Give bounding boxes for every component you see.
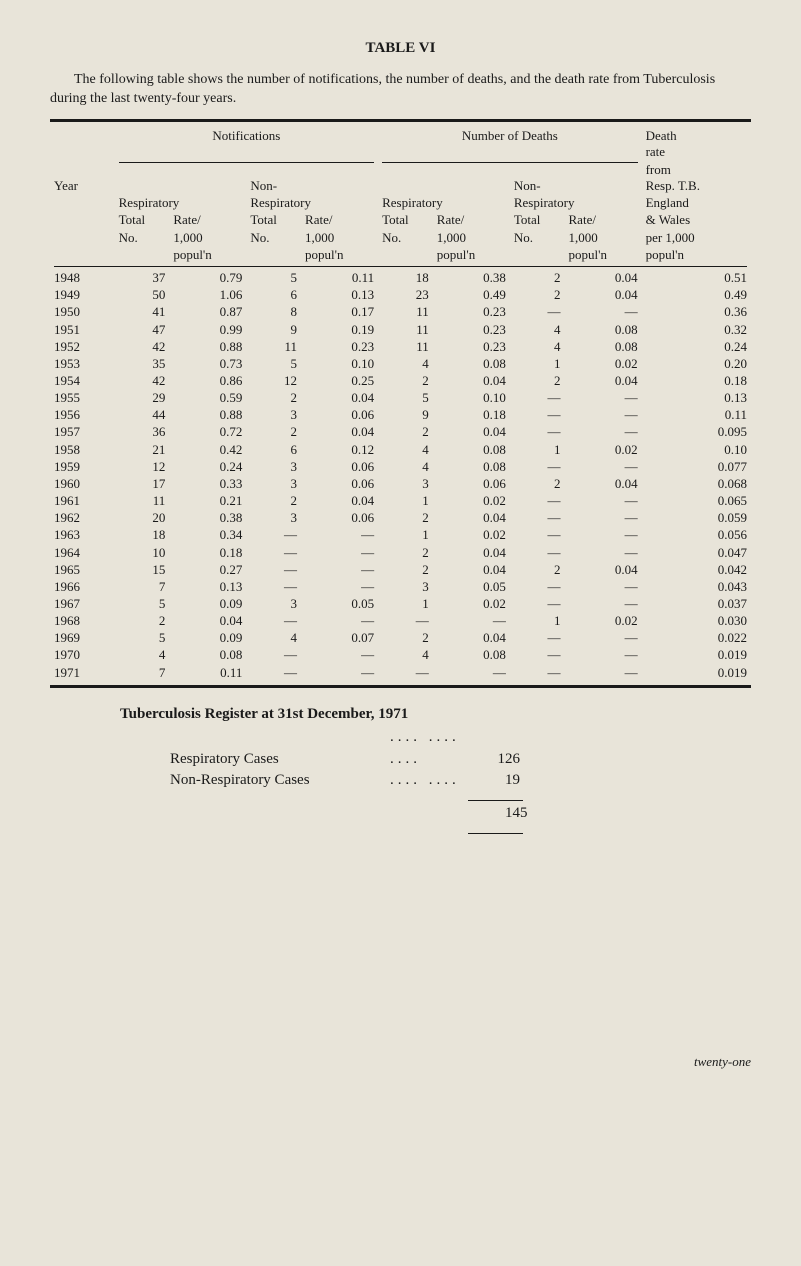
table-row: 1960170.3330.0630.0620.040.068 [50, 475, 751, 492]
hdr-no-4: No. [510, 230, 565, 247]
hdr-pop-3: popul'n [433, 247, 510, 264]
hdr-1000-3: 1,000 [433, 230, 510, 247]
register-total: 145 [478, 803, 528, 825]
hdr-pop-1: popul'n [169, 247, 246, 264]
hdr-total-2: Total [246, 212, 301, 229]
rule-bottom [50, 685, 751, 688]
hdr-resp-1: Respiratory [115, 195, 247, 212]
hdr-pop-2: popul'n [301, 247, 378, 264]
table-row: 1957360.7220.0420.04——0.095 [50, 423, 751, 440]
table-row: 196820.04————10.020.030 [50, 612, 751, 629]
table-row: 1963180.34——10.02——0.056 [50, 526, 751, 543]
table-row: 196750.0930.0510.02——0.037 [50, 595, 751, 612]
data-table: Notifications Number of Deaths Deathrate… [50, 126, 751, 681]
table-row: 1951470.9990.19110.2340.080.32 [50, 321, 751, 338]
hdr-1000-4: 1,000 [565, 230, 642, 247]
intro-text: The following table shows the number of … [50, 71, 751, 109]
table-row: 196950.0940.0720.04——0.022 [50, 629, 751, 646]
table-row: 1962200.3830.0620.04——0.059 [50, 509, 751, 526]
hdr-total-1: Total [115, 212, 170, 229]
hdr-death-rate-7: popul'n [642, 247, 751, 264]
hdr-non-2: Non- [510, 178, 642, 195]
hdr-no-2: No. [246, 230, 301, 247]
hdr-resp-4: Respiratory [510, 195, 642, 212]
table-row: 1949501.0660.13230.4920.040.49 [50, 286, 751, 303]
hdr-resp-3: Respiratory [378, 195, 510, 212]
table-title: TABLE VI [50, 40, 751, 57]
table-row: 1965150.27——20.0420.040.042 [50, 561, 751, 578]
hdr-pop-4: popul'n [565, 247, 642, 264]
hdr-death-rate-5: & Wales [642, 212, 751, 229]
hdr-death-rate-2: from [642, 162, 751, 178]
page-footer: twenty-one [50, 1054, 751, 1070]
table-row: 1953350.7350.1040.0810.020.20 [50, 355, 751, 372]
hdr-rate-1: Rate/ [169, 212, 246, 229]
hdr-no-3: No. [378, 230, 433, 247]
hdr-total-3: Total [378, 212, 433, 229]
hdr-resp-2: Respiratory [246, 195, 378, 212]
table-row: 1956440.8830.0690.18——0.11 [50, 406, 751, 423]
table-row: 1950410.8780.17110.23——0.36 [50, 303, 751, 320]
hdr-death-rate-1: Deathrate [642, 126, 751, 162]
table-row: 1954420.86120.2520.0420.040.18 [50, 372, 751, 389]
hdr-1000-2: 1,000 [301, 230, 378, 247]
hdr-notifications: Notifications [115, 126, 378, 162]
table-row: 1955290.5920.0450.10——0.13 [50, 389, 751, 406]
table-row: 1961110.2120.0410.02——0.065 [50, 492, 751, 509]
table-row: 1964100.18——20.04——0.047 [50, 544, 751, 561]
hdr-death-rate-6: per 1,000 [642, 230, 751, 247]
hdr-rate-3: Rate/ [433, 212, 510, 229]
rule-top [50, 119, 751, 122]
register-line: Non-Respiratory Cases.... ....19 [50, 770, 751, 792]
hdr-total-4: Total [510, 212, 565, 229]
hdr-non-1: Non- [246, 178, 378, 195]
register-line: Respiratory Cases.... .... ....126 [50, 727, 751, 771]
register-block: Tuberculosis Register at 31st December, … [50, 706, 751, 834]
table-row: 1952420.88110.23110.2340.080.24 [50, 338, 751, 355]
hdr-1000-1: 1,000 [169, 230, 246, 247]
hdr-death-rate-3: Resp. T.B. [642, 178, 751, 195]
register-title: Tuberculosis Register at 31st December, … [50, 706, 751, 723]
table-row: 1948370.7950.11180.3820.040.51 [50, 269, 751, 286]
hdr-rate-4: Rate/ [565, 212, 642, 229]
hdr-year: Year [50, 178, 115, 195]
hdr-deaths: Number of Deaths [378, 126, 641, 162]
hdr-no-1: No. [115, 230, 170, 247]
hdr-rate-2: Rate/ [301, 212, 378, 229]
table-row: 197170.11——————0.019 [50, 664, 751, 681]
table-row: 196670.13——30.05——0.043 [50, 578, 751, 595]
table-row: 197040.08——40.08——0.019 [50, 646, 751, 663]
hdr-death-rate-4: England [642, 195, 751, 212]
table-row: 1959120.2430.0640.08——0.077 [50, 458, 751, 475]
table-row: 1958210.4260.1240.0810.020.10 [50, 441, 751, 458]
